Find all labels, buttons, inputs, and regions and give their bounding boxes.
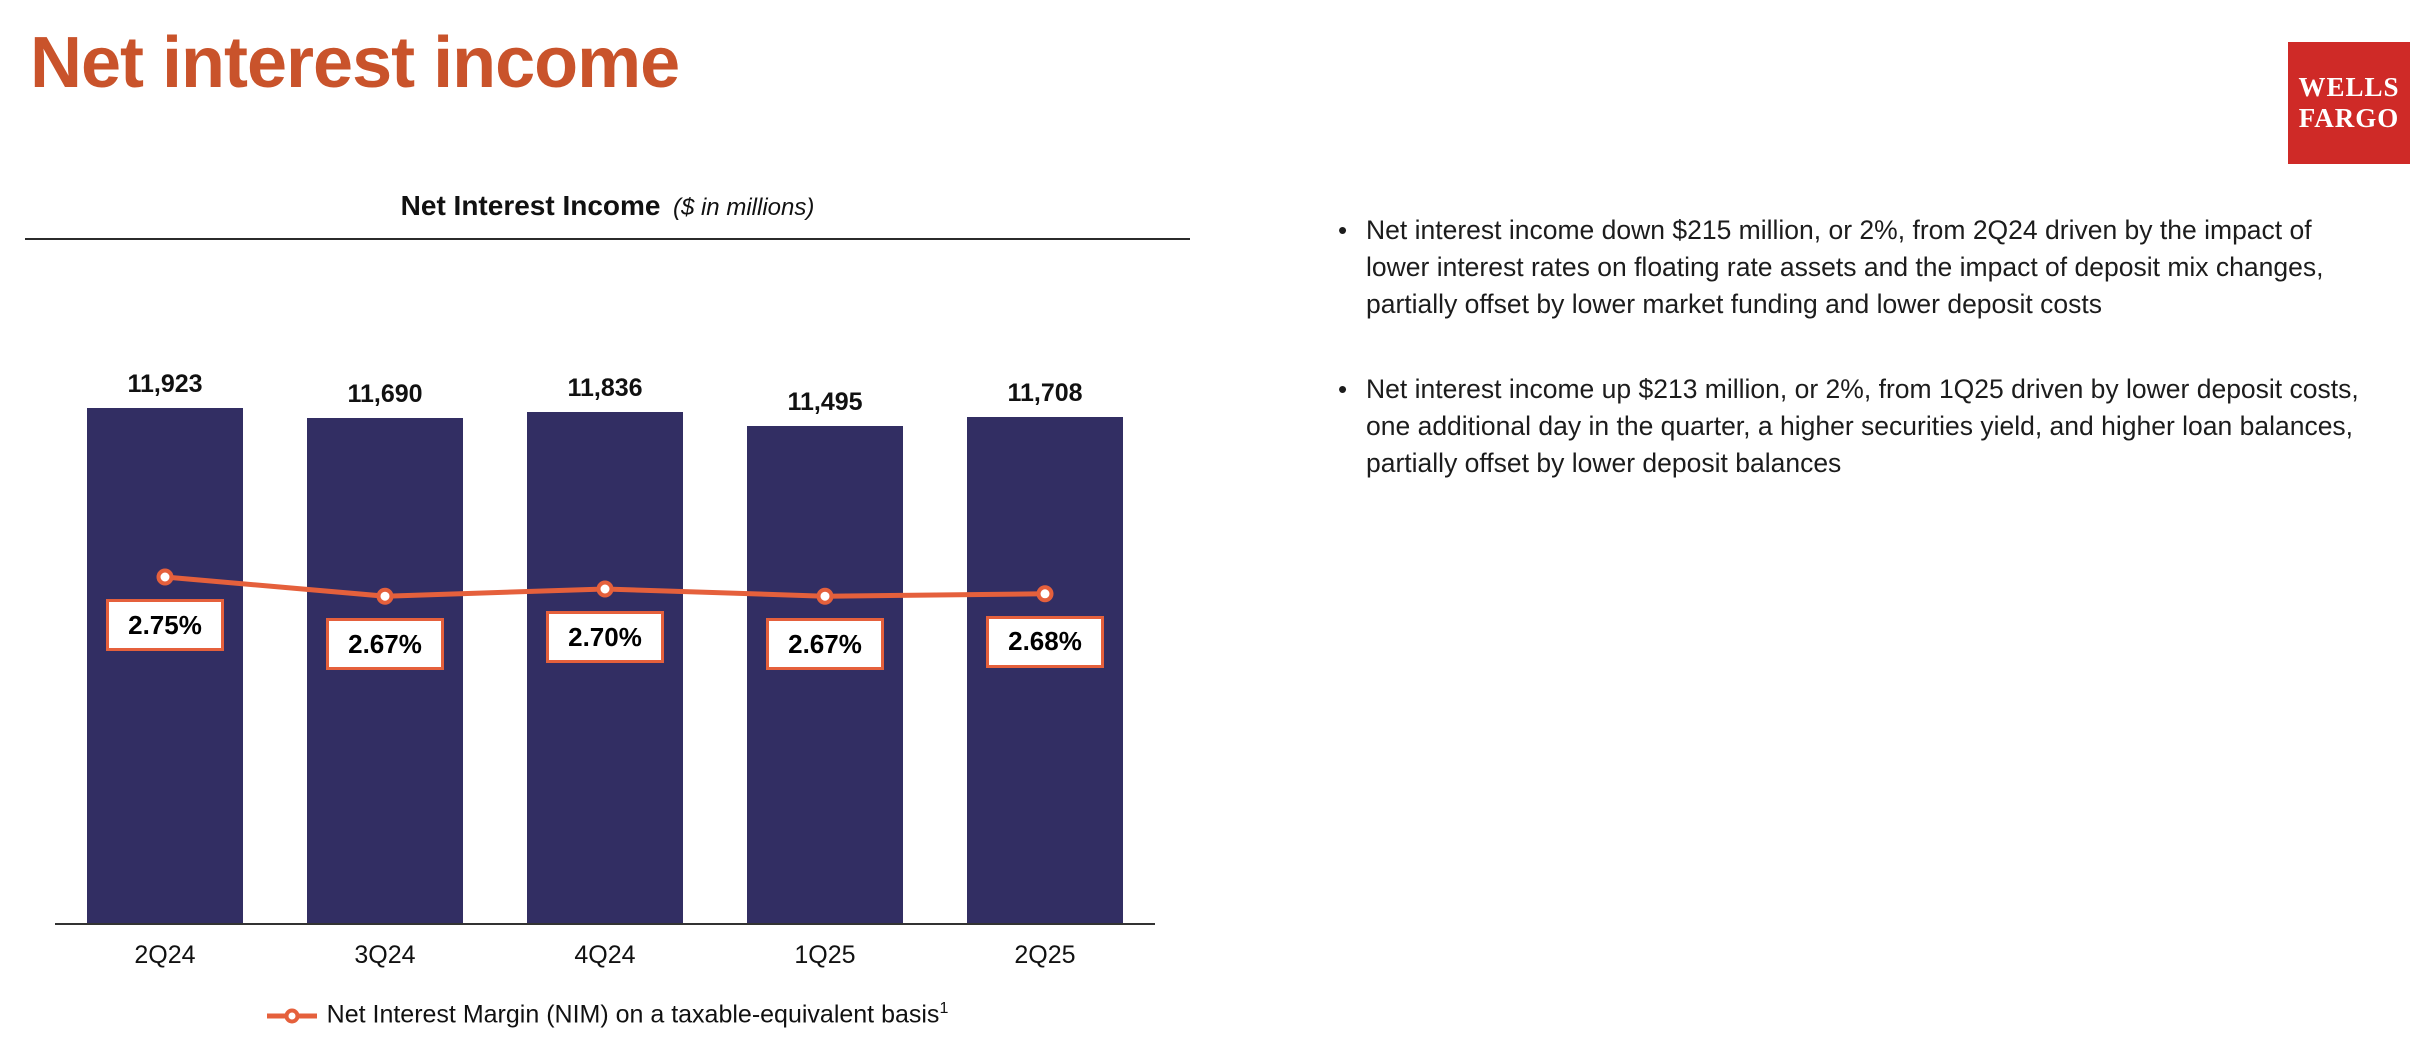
x-axis-label: 2Q24 — [134, 941, 196, 969]
x-axis-label: 3Q24 — [354, 941, 416, 969]
chart-subtitle: ($ in millions) — [672, 194, 815, 221]
bar-value-label: 11,690 — [347, 380, 423, 408]
chart-header: Net Interest Income ($ in millions) — [25, 190, 1190, 222]
wells-fargo-logo: WELLS FARGO — [2288, 42, 2410, 164]
commentary-list: Net interest income down $215 million, o… — [1332, 212, 2368, 530]
nii-bar-chart: 11,923 2Q24 11,690 3Q24 11,836 4Q24 11,495 1Q25… — [25, 255, 1190, 1000]
bar-value-label: 11,836 — [567, 374, 643, 402]
nim-value-box: 2.75% — [106, 599, 224, 651]
legend-footnote: 1 — [939, 1000, 949, 1017]
bullet-item: Net interest income up $213 million, or … — [1332, 371, 2368, 482]
nim-value-box: 2.67% — [766, 618, 884, 671]
x-axis-label: 2Q25 — [1014, 941, 1076, 969]
chart-title-rule — [25, 238, 1190, 240]
x-axis-label: 1Q25 — [794, 941, 856, 969]
bullet-item: Net interest income down $215 million, o… — [1332, 212, 2368, 323]
bar-value-label: 11,495 — [787, 388, 863, 416]
page-title: Net interest income — [30, 23, 680, 103]
x-axis — [55, 923, 1155, 925]
nim-value-box: 2.68% — [986, 615, 1104, 668]
nim-legend-marker-icon — [266, 1008, 317, 1024]
x-axis-label: 4Q24 — [574, 941, 636, 969]
nim-value-box: 2.67% — [326, 618, 444, 671]
nim-value-box: 2.70% — [546, 611, 664, 663]
chart-title: Net Interest Income — [400, 190, 661, 221]
bar-value-label: 11,923 — [127, 370, 203, 398]
bar-3Q24 — [307, 418, 463, 923]
bar-value-label: 11,708 — [1007, 379, 1083, 407]
chart-legend: Net Interest Margin (NIM) on a taxable-e… — [25, 1000, 1190, 1029]
bar-4Q24 — [527, 412, 683, 923]
bar-2Q24 — [87, 408, 243, 923]
logo-line-2: FARGO — [2298, 103, 2400, 133]
bar-2Q25 — [967, 417, 1123, 923]
logo-line-1: WELLS — [2298, 72, 2400, 102]
bar-1Q25 — [747, 426, 903, 923]
legend-label: Net Interest Margin (NIM) on a taxable-e… — [326, 1000, 940, 1029]
